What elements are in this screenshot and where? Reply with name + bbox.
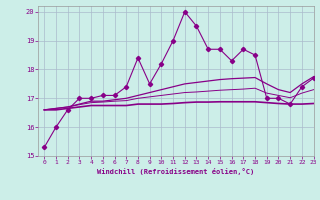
X-axis label: Windchill (Refroidissement éolien,°C): Windchill (Refroidissement éolien,°C): [97, 168, 255, 175]
